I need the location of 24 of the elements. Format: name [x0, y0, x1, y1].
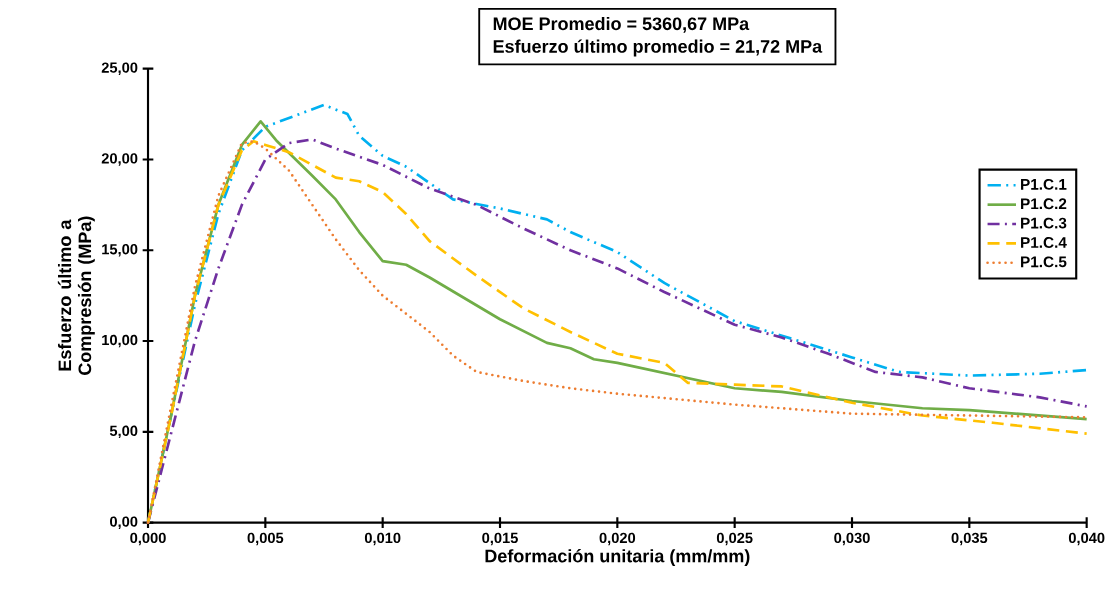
y-tick-label: 20,00 [101, 153, 138, 166]
y-axis-title: Esfuerzo último a Compresión (MPa) [57, 216, 95, 376]
y-tick-label: 25,00 [101, 62, 138, 76]
y-tick-label: 15,00 [102, 244, 138, 257]
legend-label: P1.C.5 [1021, 256, 1067, 268]
y-tick-label: 5,00 [109, 425, 138, 439]
x-tick-label: 0,015 [482, 532, 518, 546]
x-tick-label: 0,020 [599, 532, 636, 546]
x-tick-label: 0,005 [247, 532, 284, 546]
x-tick-label: 0,040 [1068, 532, 1105, 546]
x-tick-label: 0,010 [364, 532, 401, 546]
legend-label: P1.C.2 [1021, 198, 1067, 210]
y-tick-label: 0,00 [110, 516, 138, 530]
legend-label: P1.C.1 [1021, 179, 1067, 190]
x-tick-label: 0,035 [951, 532, 988, 546]
text: Esfuerzo último promedio = 21,72 MPa [493, 39, 823, 57]
legend-label: P1.C.3 [1021, 217, 1067, 229]
x-tick-label: 0,025 [716, 532, 753, 546]
legend-label: P1.C.4 [1021, 237, 1067, 249]
x-tick-label: 0,030 [834, 532, 870, 546]
x-axis-title: Deformación unitaria (mm/mm) [485, 549, 750, 567]
x-tick-label: 0,000 [130, 532, 166, 546]
y-tick-label: 10,00 [102, 334, 138, 348]
text: MOE Promedio = 5360,67 MPa [493, 17, 750, 33]
